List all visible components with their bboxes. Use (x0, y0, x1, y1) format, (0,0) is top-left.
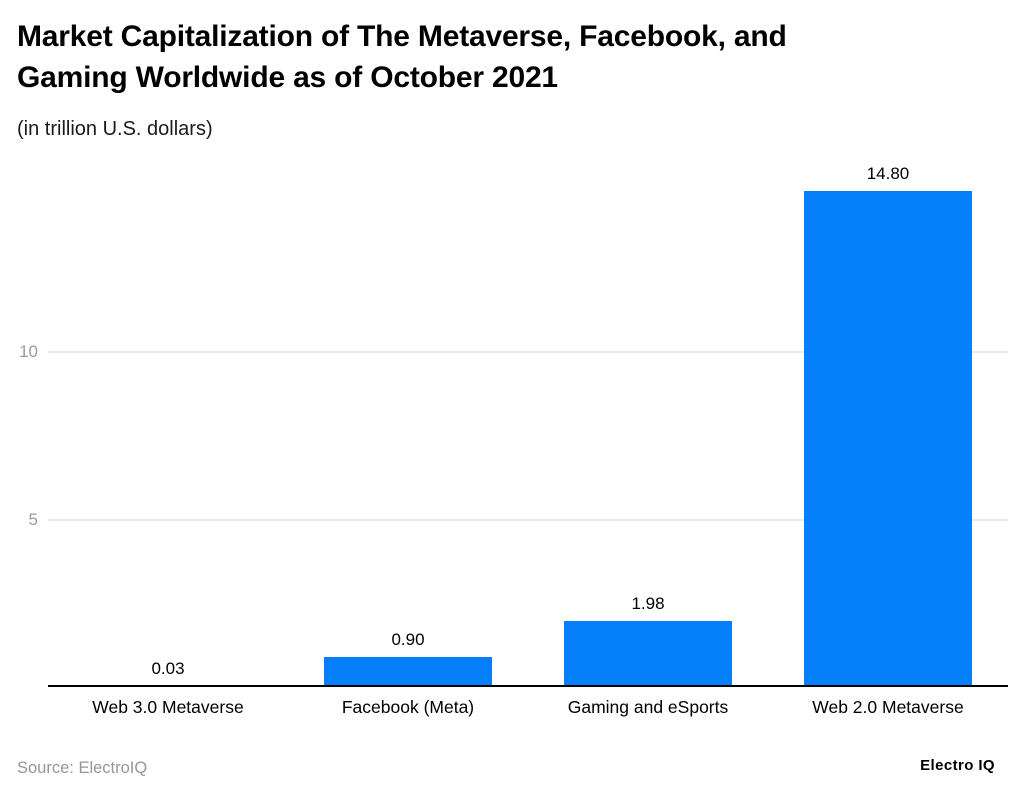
value-label-4: 14.80 (866, 164, 910, 183)
category-label-2: Facebook (Meta) (341, 697, 475, 717)
bar-2 (324, 657, 492, 687)
bar-4 (804, 191, 972, 687)
gridline-y-10 (48, 351, 1008, 353)
brand-logo: Electro IQ (920, 757, 995, 774)
value-label-1: 0.03 (151, 659, 185, 678)
bar-3 (564, 621, 732, 687)
value-label-2: 0.90 (391, 630, 425, 649)
category-label-3: Gaming and eSports (567, 697, 729, 717)
y-tick-label-10: 10 (19, 342, 38, 361)
category-label-1: Web 3.0 Metaverse (92, 697, 244, 717)
y-tick-label-5: 5 (28, 510, 38, 529)
category-label-4: Web 2.0 Metaverse (812, 697, 964, 717)
value-label-3: 1.98 (631, 594, 665, 613)
chart-title: Market Capitalization of The Metaverse, … (17, 20, 787, 94)
chart-subtitle: (in trillion U.S. dollars) (17, 118, 213, 140)
x-axis-line (48, 685, 1008, 687)
gridline-y-5 (48, 519, 1008, 521)
source-text: Source: ElectroIQ (17, 759, 148, 777)
